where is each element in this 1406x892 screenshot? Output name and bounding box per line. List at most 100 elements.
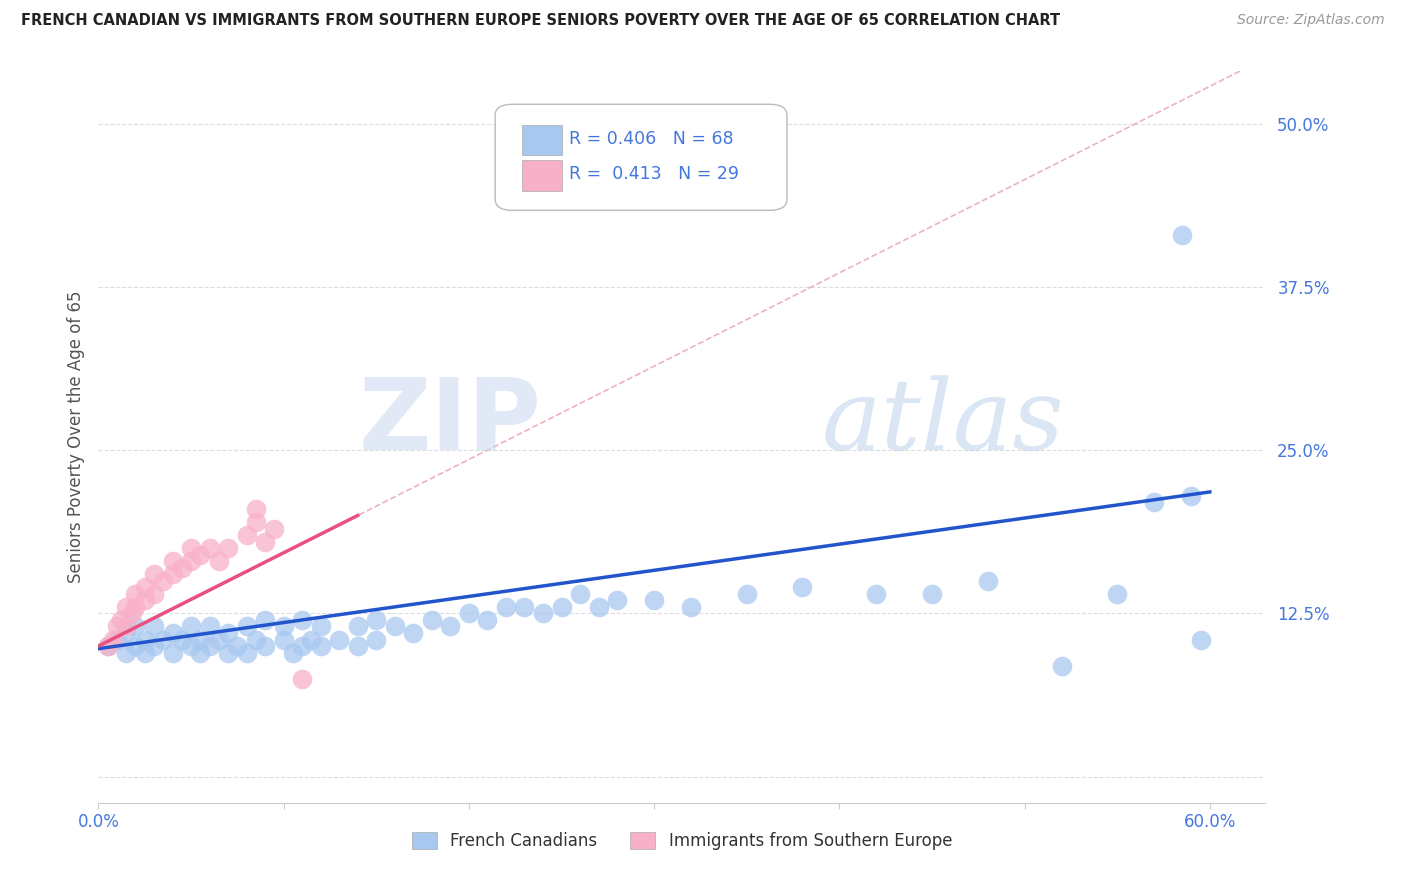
Point xyxy=(531,607,554,621)
Point xyxy=(366,613,388,627)
Point xyxy=(180,541,202,555)
Text: atlas: atlas xyxy=(823,375,1064,470)
Text: Source: ZipAtlas.com: Source: ZipAtlas.com xyxy=(1237,13,1385,28)
Point xyxy=(152,632,174,647)
Point xyxy=(162,626,184,640)
Point xyxy=(420,613,443,627)
Point xyxy=(180,639,202,653)
Point xyxy=(346,639,368,653)
Point xyxy=(143,587,166,601)
Point xyxy=(134,580,156,594)
Point xyxy=(121,607,143,621)
Point xyxy=(143,567,166,582)
Point xyxy=(273,619,295,633)
Point xyxy=(188,548,211,562)
Text: ZIP: ZIP xyxy=(359,374,541,471)
Point xyxy=(188,632,211,647)
Point xyxy=(124,587,146,601)
Point xyxy=(643,593,665,607)
Point xyxy=(291,639,314,653)
Point xyxy=(245,632,267,647)
Point xyxy=(143,619,166,633)
Point xyxy=(134,632,156,647)
Point xyxy=(281,646,304,660)
Point xyxy=(180,554,202,568)
Text: FRENCH CANADIAN VS IMMIGRANTS FROM SOUTHERN EUROPE SENIORS POVERTY OVER THE AGE : FRENCH CANADIAN VS IMMIGRANTS FROM SOUTH… xyxy=(21,13,1060,29)
Point xyxy=(198,619,221,633)
Point xyxy=(124,619,146,633)
Point xyxy=(97,639,120,653)
Point xyxy=(208,554,231,568)
Point xyxy=(513,599,536,614)
Point xyxy=(198,541,221,555)
Point xyxy=(735,587,758,601)
Point xyxy=(115,646,138,660)
Point xyxy=(217,646,239,660)
Point xyxy=(792,580,814,594)
Text: R = 0.406   N = 68: R = 0.406 N = 68 xyxy=(568,130,734,148)
Point xyxy=(366,632,388,647)
Point xyxy=(162,554,184,568)
Point xyxy=(254,613,277,627)
Point xyxy=(1143,495,1166,509)
Point xyxy=(1050,658,1073,673)
Point xyxy=(188,646,211,660)
Point xyxy=(134,593,156,607)
FancyBboxPatch shape xyxy=(522,125,562,155)
Point xyxy=(97,639,120,653)
Point xyxy=(1189,632,1212,647)
Point xyxy=(245,515,267,529)
Point xyxy=(254,639,277,653)
Point xyxy=(976,574,998,588)
Point xyxy=(143,639,166,653)
Point xyxy=(208,632,231,647)
FancyBboxPatch shape xyxy=(522,160,562,191)
Point xyxy=(328,632,350,647)
Point xyxy=(105,619,128,633)
Point xyxy=(1171,227,1194,242)
Point xyxy=(217,541,239,555)
Point xyxy=(681,599,703,614)
Point xyxy=(291,613,314,627)
Point xyxy=(115,599,138,614)
Point xyxy=(180,619,202,633)
Point xyxy=(254,534,277,549)
Point xyxy=(162,646,184,660)
Point xyxy=(263,521,285,535)
Point xyxy=(105,632,128,647)
Point xyxy=(124,639,146,653)
Point xyxy=(291,672,314,686)
Point xyxy=(235,619,257,633)
Text: R =  0.413   N = 29: R = 0.413 N = 29 xyxy=(568,166,738,184)
Point xyxy=(865,587,887,601)
Point xyxy=(198,639,221,653)
Point xyxy=(301,632,323,647)
Point xyxy=(115,619,138,633)
Point xyxy=(588,599,610,614)
Point xyxy=(384,619,406,633)
Point xyxy=(245,502,267,516)
Point xyxy=(309,619,332,633)
Point xyxy=(152,574,174,588)
Point xyxy=(217,626,239,640)
Point xyxy=(115,626,138,640)
Point xyxy=(103,632,125,647)
Point xyxy=(402,626,425,640)
Point xyxy=(569,587,592,601)
Point xyxy=(346,619,368,633)
Point xyxy=(110,613,132,627)
Point xyxy=(273,632,295,647)
Point xyxy=(124,599,146,614)
Point xyxy=(606,593,628,607)
Point xyxy=(170,560,193,574)
Point xyxy=(921,587,943,601)
Y-axis label: Seniors Poverty Over the Age of 65: Seniors Poverty Over the Age of 65 xyxy=(66,291,84,583)
Point xyxy=(226,639,249,653)
Point xyxy=(235,528,257,542)
FancyBboxPatch shape xyxy=(495,104,787,211)
Point xyxy=(1180,489,1202,503)
Point xyxy=(439,619,461,633)
Point xyxy=(550,599,572,614)
Point xyxy=(235,646,257,660)
Point xyxy=(457,607,479,621)
